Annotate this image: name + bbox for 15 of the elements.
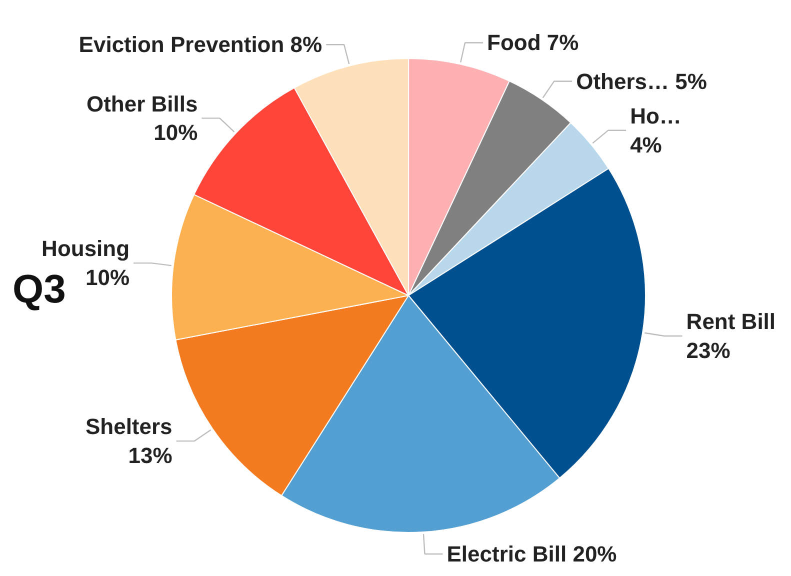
text: Q3	[12, 268, 66, 312]
slice-label: Housing	[42, 236, 130, 262]
slice-label: Others… 5%	[576, 68, 707, 94]
slice-label: Other Bills	[86, 91, 198, 116]
slice-label: Rent Bill	[686, 309, 776, 334]
data-label: 10%	[86, 264, 130, 290]
slice-label: Electric Bill 20%	[446, 541, 617, 566]
data-label: 4%	[630, 132, 662, 158]
data-label: 13%	[128, 442, 172, 468]
data-label: 10%	[154, 120, 198, 146]
data-label: 23%	[686, 338, 730, 363]
slice-label: Shelters	[85, 414, 172, 440]
slice-label: Food 7%	[487, 30, 579, 56]
slice-label: Eviction Prevention 8%	[78, 32, 322, 58]
slice-label: Ho…	[630, 104, 682, 129]
